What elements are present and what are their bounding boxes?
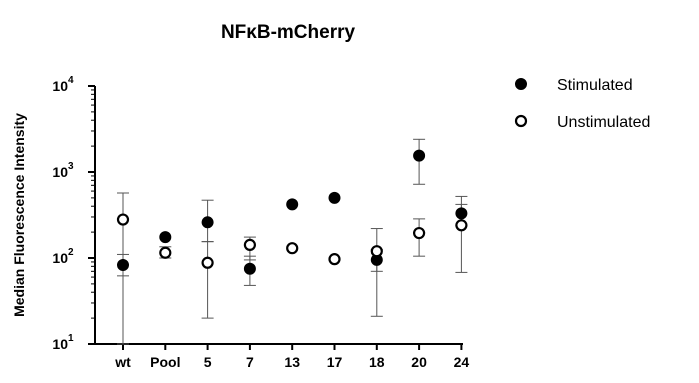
y-axis-label: Median Fluorescence Intensity bbox=[11, 113, 27, 317]
legend-label: Stimulated bbox=[557, 77, 633, 94]
y-tick-exponent: 3 bbox=[68, 161, 74, 172]
x-tick-label: 24 bbox=[454, 354, 470, 370]
stimulated-point bbox=[201, 216, 214, 229]
error-bar bbox=[413, 138, 426, 185]
unstimulated-point bbox=[286, 242, 299, 255]
stimulated-point bbox=[455, 207, 468, 220]
x-ticks: wt Pool 5 7 13 17 18 20 24 bbox=[114, 344, 469, 370]
x-tick-label: 7 bbox=[246, 354, 254, 370]
data-points bbox=[116, 149, 468, 275]
stimulated-point bbox=[328, 191, 341, 204]
unstimulated-point bbox=[328, 253, 341, 266]
chart-title: NFκB-mCherry bbox=[221, 22, 356, 43]
unstimulated-point bbox=[116, 213, 130, 226]
x-tick-label: Pool bbox=[150, 354, 180, 370]
legend-marker bbox=[514, 114, 528, 128]
unstimulated-point bbox=[201, 256, 214, 269]
error-bars bbox=[117, 138, 468, 345]
y-tick-label: 10 bbox=[52, 336, 68, 352]
stimulated-point bbox=[117, 258, 129, 271]
x-tick-label: 17 bbox=[327, 354, 343, 370]
y-tick-label: 10 bbox=[52, 164, 68, 180]
legend-label: Unstimulated bbox=[557, 114, 650, 131]
y-tick-exponent: 4 bbox=[68, 75, 74, 86]
unstimulated-point bbox=[455, 219, 468, 232]
x-tick-label: 20 bbox=[411, 354, 427, 370]
unstimulated-point bbox=[413, 226, 426, 240]
stimulated-point bbox=[413, 149, 426, 162]
legend-marker bbox=[515, 78, 527, 90]
x-tick-label: 5 bbox=[204, 354, 212, 370]
error-bar bbox=[370, 228, 383, 317]
stimulated-point bbox=[159, 231, 172, 244]
x-tick-label: 13 bbox=[284, 354, 300, 370]
unstimulated-point bbox=[243, 238, 256, 252]
error-bar bbox=[201, 241, 214, 319]
y-tick-exponent: 1 bbox=[68, 333, 74, 344]
legend: Stimulated Unstimulated bbox=[514, 77, 650, 131]
stimulated-point bbox=[286, 198, 299, 211]
x-tick-label: 18 bbox=[369, 354, 385, 370]
x-tick-label: wt bbox=[114, 354, 131, 370]
unstimulated-point bbox=[370, 245, 383, 258]
unstimulated-point bbox=[159, 246, 172, 259]
y-tick-label: 10 bbox=[52, 78, 68, 94]
y-tick-exponent: 2 bbox=[68, 247, 74, 258]
y-tick-label: 10 bbox=[52, 250, 68, 266]
stimulated-point bbox=[243, 262, 256, 275]
